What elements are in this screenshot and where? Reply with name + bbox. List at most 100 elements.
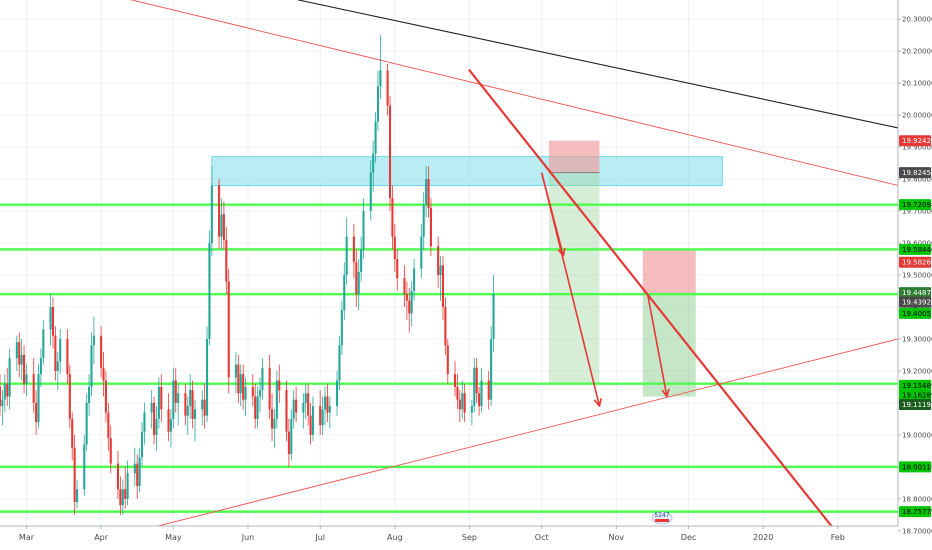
arrow-head — [557, 247, 566, 257]
candle-body — [133, 463, 136, 474]
candle-body — [157, 386, 160, 419]
candle-body — [35, 402, 38, 423]
candle-body — [278, 380, 281, 391]
candle-body — [83, 444, 86, 490]
resistance-zone — [211, 156, 723, 186]
candle-body — [487, 380, 490, 400]
candle-body — [225, 239, 228, 282]
candle-body — [268, 367, 271, 410]
candle-body — [480, 380, 483, 407]
candle-body — [311, 406, 315, 435]
candle-body — [20, 354, 23, 365]
price-tag-label: 18.90117 — [902, 463, 932, 471]
candle-body — [420, 236, 423, 269]
candle-body — [90, 345, 93, 387]
candle-body — [321, 409, 324, 426]
candle-body — [140, 431, 144, 458]
candle-body — [172, 380, 175, 419]
candle-body — [126, 473, 129, 499]
candle-body — [186, 406, 189, 416]
candle-body — [0, 386, 2, 407]
candle-body — [18, 342, 21, 365]
candle-body — [408, 300, 411, 314]
candle-body — [307, 393, 310, 416]
candle-body — [6, 383, 9, 397]
candle-body — [124, 489, 127, 499]
candle-body — [191, 390, 194, 419]
y-tick-label: 20.10000 — [902, 80, 932, 88]
y-tick-label: 19.20000 — [902, 367, 932, 375]
watermark: 5247 — [651, 511, 673, 525]
candle-body — [379, 70, 382, 87]
candle-body — [357, 271, 360, 295]
candle-body — [59, 338, 62, 362]
x-tick-label: Oct — [535, 533, 549, 542]
candle-body — [174, 380, 177, 403]
candle-body — [88, 386, 91, 403]
price-tag — [899, 389, 931, 401]
price-tag-label: 19.92425 — [902, 137, 932, 145]
candle-body — [441, 265, 445, 307]
candle-body — [328, 406, 331, 413]
price-tag-label: 19.11196 — [902, 401, 932, 409]
candle-body — [453, 374, 457, 387]
y-tick-label: 20.30000 — [902, 16, 932, 24]
candle-body — [473, 367, 476, 407]
candle-body — [138, 457, 141, 487]
candle-body — [15, 342, 18, 359]
candle-body — [362, 211, 365, 250]
candle-body — [425, 179, 428, 205]
candle-body — [273, 418, 276, 429]
watermark-stripe — [655, 519, 670, 522]
trendline — [100, 338, 899, 541]
candle-body — [446, 345, 449, 375]
candle-body — [352, 236, 355, 263]
candle-body — [66, 338, 69, 375]
candle-body — [160, 386, 163, 410]
candle-body — [208, 243, 211, 339]
x-tick-label: 2020 — [753, 533, 773, 542]
arrow-shaft — [540, 172, 565, 257]
price-tag-label: 19.58266 — [902, 259, 932, 267]
price-tags: 19.92425 19.82458 19.72098 19.58440 19.58266… — [899, 135, 932, 518]
candle-body — [444, 306, 447, 346]
candle-body — [275, 380, 278, 419]
candle-body — [71, 418, 74, 448]
price-tag — [899, 256, 931, 268]
grid — [0, 0, 898, 532]
candle-body — [1, 399, 4, 407]
candle-body — [258, 390, 262, 397]
price-tag — [899, 167, 931, 179]
candle-body — [290, 418, 293, 455]
candle-body — [92, 335, 95, 346]
candle-body — [42, 329, 45, 359]
candle-body — [475, 367, 478, 394]
candle-body — [336, 380, 339, 407]
candle-body — [153, 402, 156, 435]
y-tick-label: 19.70000 — [902, 208, 932, 216]
candle-body — [109, 438, 112, 464]
arrow-head — [661, 388, 670, 398]
candle-body — [244, 386, 247, 400]
candle-body — [116, 463, 120, 490]
candle-body — [242, 374, 245, 400]
candle-body — [326, 396, 329, 413]
y-tick-label: 19.30000 — [902, 335, 932, 343]
price-tag-label: 19.15489 — [902, 382, 932, 390]
x-tick-label: Sep — [462, 533, 477, 542]
candle-body — [227, 281, 230, 378]
candle-body — [422, 204, 425, 237]
candle-body — [372, 153, 375, 173]
candle-body — [251, 386, 254, 397]
x-tick-label: Jun — [241, 533, 255, 542]
candle-body — [405, 294, 408, 301]
candle-body — [429, 207, 432, 247]
price-tag — [899, 135, 931, 147]
candle-body — [143, 412, 146, 432]
trendline — [130, 0, 899, 186]
candle-body — [285, 390, 288, 432]
y-tick-label: 20.20000 — [902, 48, 932, 56]
position-stop-zone — [642, 249, 696, 295]
candle-body — [343, 275, 346, 311]
